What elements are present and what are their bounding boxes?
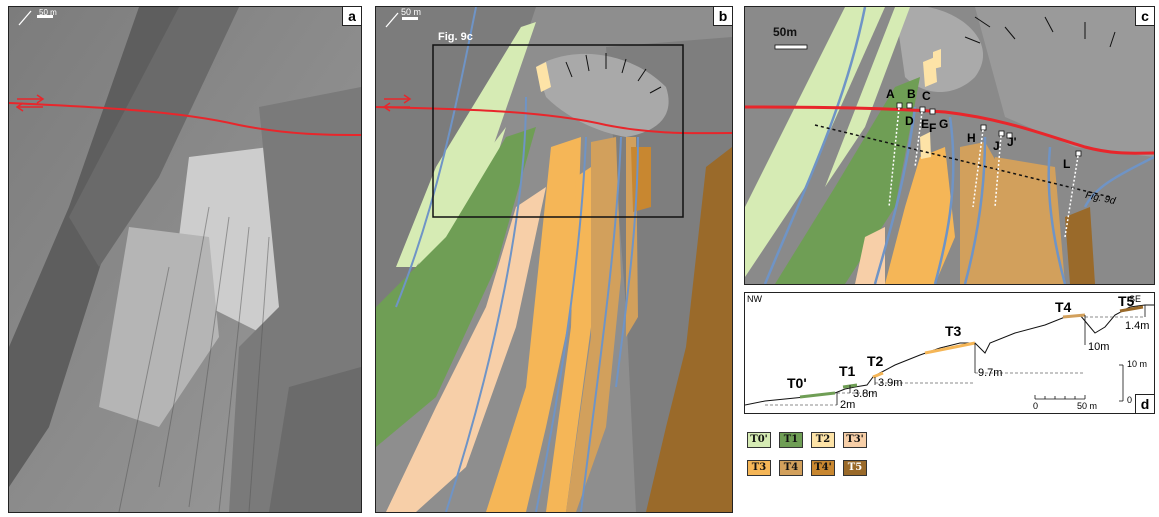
satellite-image-a [9,7,361,512]
se-label: SE [1129,294,1142,304]
scale-bar [774,44,808,50]
point-d: D [905,114,914,128]
vertical-scale [1119,364,1124,402]
legend-t5: T5 [843,460,867,476]
legend-t3: T3 [747,460,771,476]
point-e: E [921,117,930,131]
panel-label-c: c [1135,7,1154,26]
height-t2: 3.9m [878,377,903,389]
height-t1: 3.8m [853,388,878,400]
topographic-profile [745,293,1154,413]
height-t0p: 2m [840,399,856,411]
terrace-label-t2: T2 [867,353,884,369]
height-t3: 9.7m [978,367,1003,379]
north-arrow-icon [385,12,399,28]
hscale-max: 50 m [1077,401,1098,411]
point-f: F [929,121,937,135]
point-g: G [939,117,949,131]
point-h: H [967,131,976,145]
panel-c: 50m A B C D E F G H J J' L Fig. 9d c [744,6,1155,285]
nw-label: NW [747,294,762,304]
panel-b: 50 m Fig. 9c b [375,6,733,513]
terrace-label-t3: T3 [945,323,962,339]
panel-label-b: b [713,7,732,26]
height-t5: 1.4m [1125,320,1150,332]
legend-t4p: T4' [811,460,835,476]
fig9c-box [432,44,684,218]
point-c: C [922,89,931,103]
terrace-label-t1: T1 [839,363,856,379]
north-arrow-icon [18,10,32,26]
terrace-map-b [376,7,732,512]
scale-label: 50 m [39,8,57,17]
panel-label-a: a [342,7,361,26]
panel-label-d: d [1135,394,1154,413]
point-j-prime: J' [1007,135,1017,149]
hscale-zero: 0 [1033,401,1039,411]
legend-t0p: T0' [747,432,771,448]
panel-d: NW SE T0' T1 T2 T3 T4 T5 2m 3.8m 3.9m 9.… [744,292,1155,414]
terrace-label-t5: T5 [1118,293,1135,309]
height-t4: 10m [1088,341,1110,353]
vscale-label: 10 m [1127,359,1148,369]
terrace-map-c [745,7,1154,284]
scale-label: 50 m [401,7,422,17]
terrace-label-t4: T4 [1055,299,1072,315]
point-b: B [907,87,916,101]
legend: T0' T1 T2 T3' T3 T4 T4' T5 [747,432,877,482]
scale-label: 50m [773,25,798,39]
terrace-label-t0p: T0' [787,375,807,391]
horizontal-scale [1034,395,1086,400]
legend-t4: T4 [779,460,803,476]
point-j: J [993,139,1000,153]
vscale-zero: 0 [1127,395,1133,405]
panel-a: 50 m a [8,6,362,513]
scale-bar [402,17,418,20]
point-a: A [886,87,895,101]
scale-bar [37,15,53,18]
box-label: Fig. 9c [438,31,473,43]
point-l: L [1063,157,1071,171]
legend-t1: T1 [779,432,803,448]
legend-t3p: T3' [843,432,867,448]
legend-t2: T2 [811,432,835,448]
profile-line [814,124,1111,198]
